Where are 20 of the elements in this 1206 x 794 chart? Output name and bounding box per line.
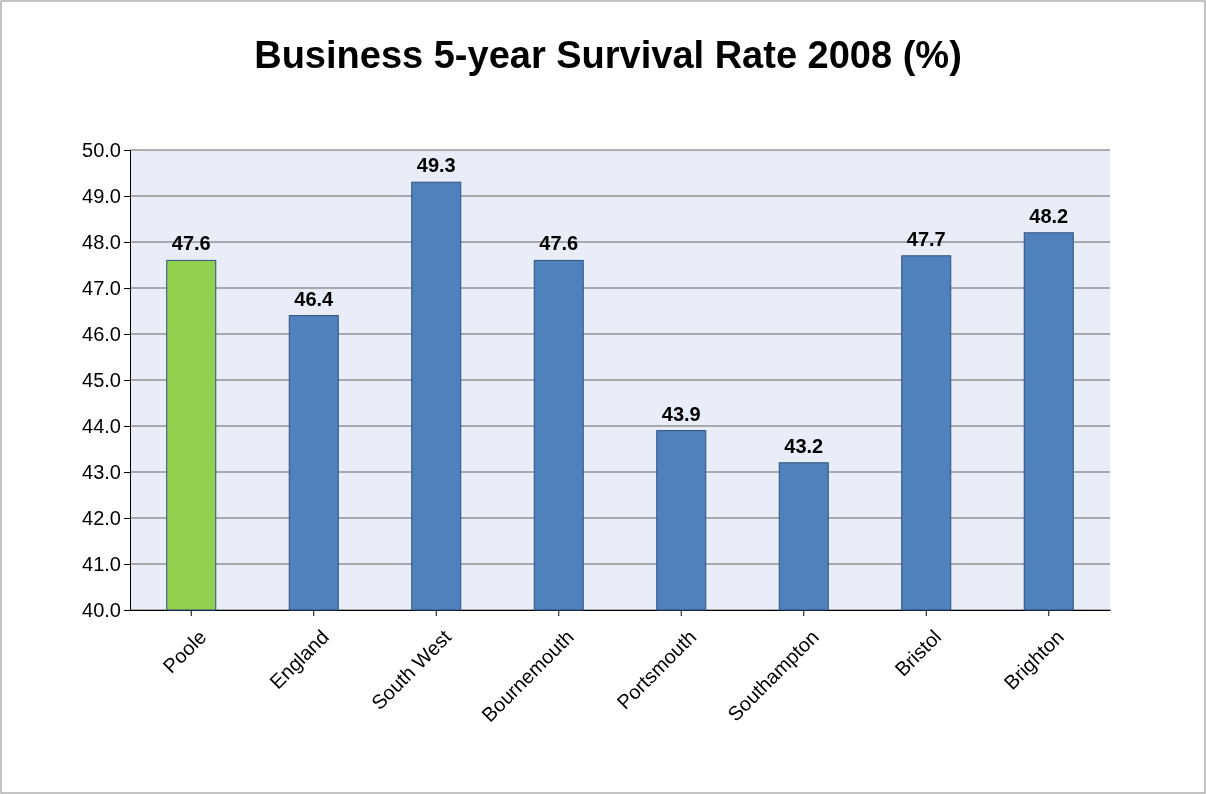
y-tick-label: 42.0 <box>82 506 121 529</box>
y-tick-label: 46.0 <box>82 322 121 345</box>
chart-title: Business 5-year Survival Rate 2008 (%) <box>254 34 962 76</box>
data-label: 43.2 <box>784 434 824 457</box>
y-tick-label: 43.0 <box>82 460 121 483</box>
y-tick-label: 49.0 <box>82 184 121 207</box>
data-label: 47.6 <box>171 232 211 255</box>
data-label: 49.3 <box>416 154 456 177</box>
y-tick-label: 50.0 <box>82 138 121 161</box>
y-tick-label: 47.0 <box>82 276 121 299</box>
y-tick-label: 41.0 <box>82 552 121 575</box>
data-label: 47.6 <box>539 232 579 255</box>
data-label: 47.7 <box>906 227 946 250</box>
data-label: 48.2 <box>1029 204 1069 227</box>
y-tick-label: 44.0 <box>82 414 121 437</box>
y-tick-label: 48.0 <box>82 230 121 253</box>
y-tick-label: 40.0 <box>82 598 121 621</box>
y-tick-label: 45.0 <box>82 368 121 391</box>
data-label: 43.9 <box>661 402 701 425</box>
data-label: 46.4 <box>294 287 335 310</box>
